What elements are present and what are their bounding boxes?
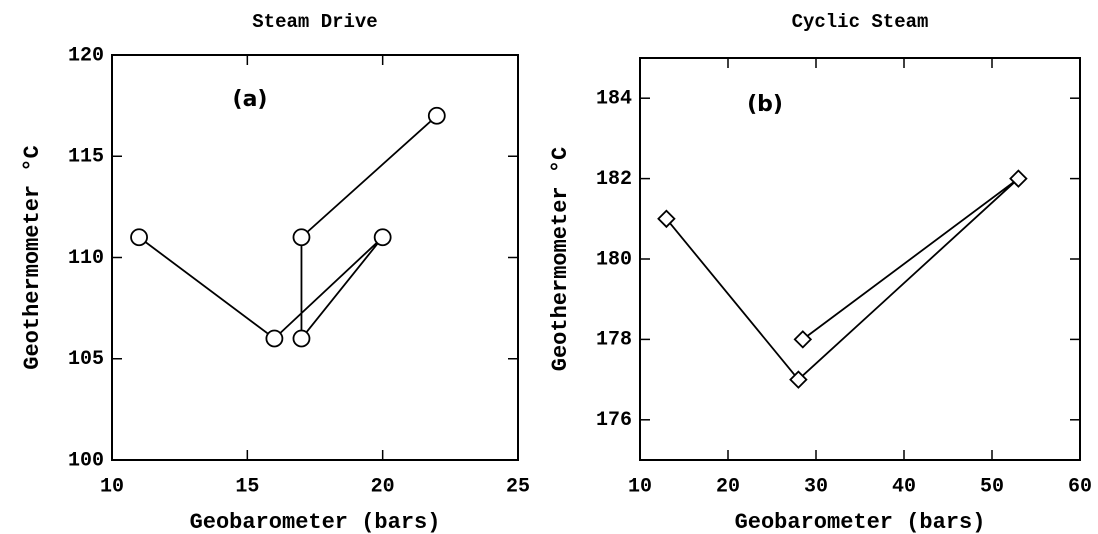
y-tick-label: 184 <box>596 87 632 110</box>
y-tick-label: 110 <box>68 247 104 270</box>
y-tick-label: 178 <box>596 329 632 352</box>
x-tick-label: 40 <box>892 475 916 498</box>
y-tick-label: 182 <box>596 168 632 191</box>
marker <box>793 330 813 349</box>
marker <box>1009 169 1028 188</box>
x-tick-label: 60 <box>1068 475 1092 498</box>
data-line <box>665 177 1020 381</box>
y-tick-label: 120 <box>68 44 104 67</box>
marker <box>265 329 284 348</box>
marker <box>427 106 446 125</box>
marker <box>130 228 148 247</box>
y-tick-label: 105 <box>68 348 104 371</box>
y-tick-label: 180 <box>596 248 632 271</box>
y-axis-label: Geothermometer °C <box>548 147 573 371</box>
marker <box>292 329 311 348</box>
x-tick-label: 50 <box>980 475 1004 498</box>
y-axis-label: Geothermometer °C <box>20 145 45 369</box>
x-axis-label: Geobarometer (bars) <box>735 510 986 534</box>
plot-frame <box>639 57 1081 461</box>
x-tick-label: 10 <box>628 475 652 498</box>
x-tick-label: 20 <box>716 475 740 498</box>
chart-title: Cyclic Steam <box>792 11 929 33</box>
marker <box>789 370 808 389</box>
marker <box>657 209 676 229</box>
marker <box>292 228 311 247</box>
annotation: (a) <box>233 87 268 112</box>
plot-frame <box>111 54 519 461</box>
x-tick-label: 10 <box>100 475 124 498</box>
y-tick-label: 100 <box>68 449 104 472</box>
y-tick-label: 176 <box>596 409 632 432</box>
x-tick-label: 30 <box>804 475 828 498</box>
data-line <box>138 115 438 342</box>
chart-title: Steam Drive <box>252 11 377 33</box>
x-tick-label: 25 <box>506 475 530 498</box>
x-tick-label: 20 <box>371 475 395 498</box>
annotation: (b) <box>747 92 783 117</box>
x-axis-label: Geobarometer (bars) <box>190 510 441 534</box>
x-tick-label: 15 <box>235 475 259 498</box>
marker <box>373 228 392 247</box>
y-tick-label: 115 <box>68 146 104 169</box>
